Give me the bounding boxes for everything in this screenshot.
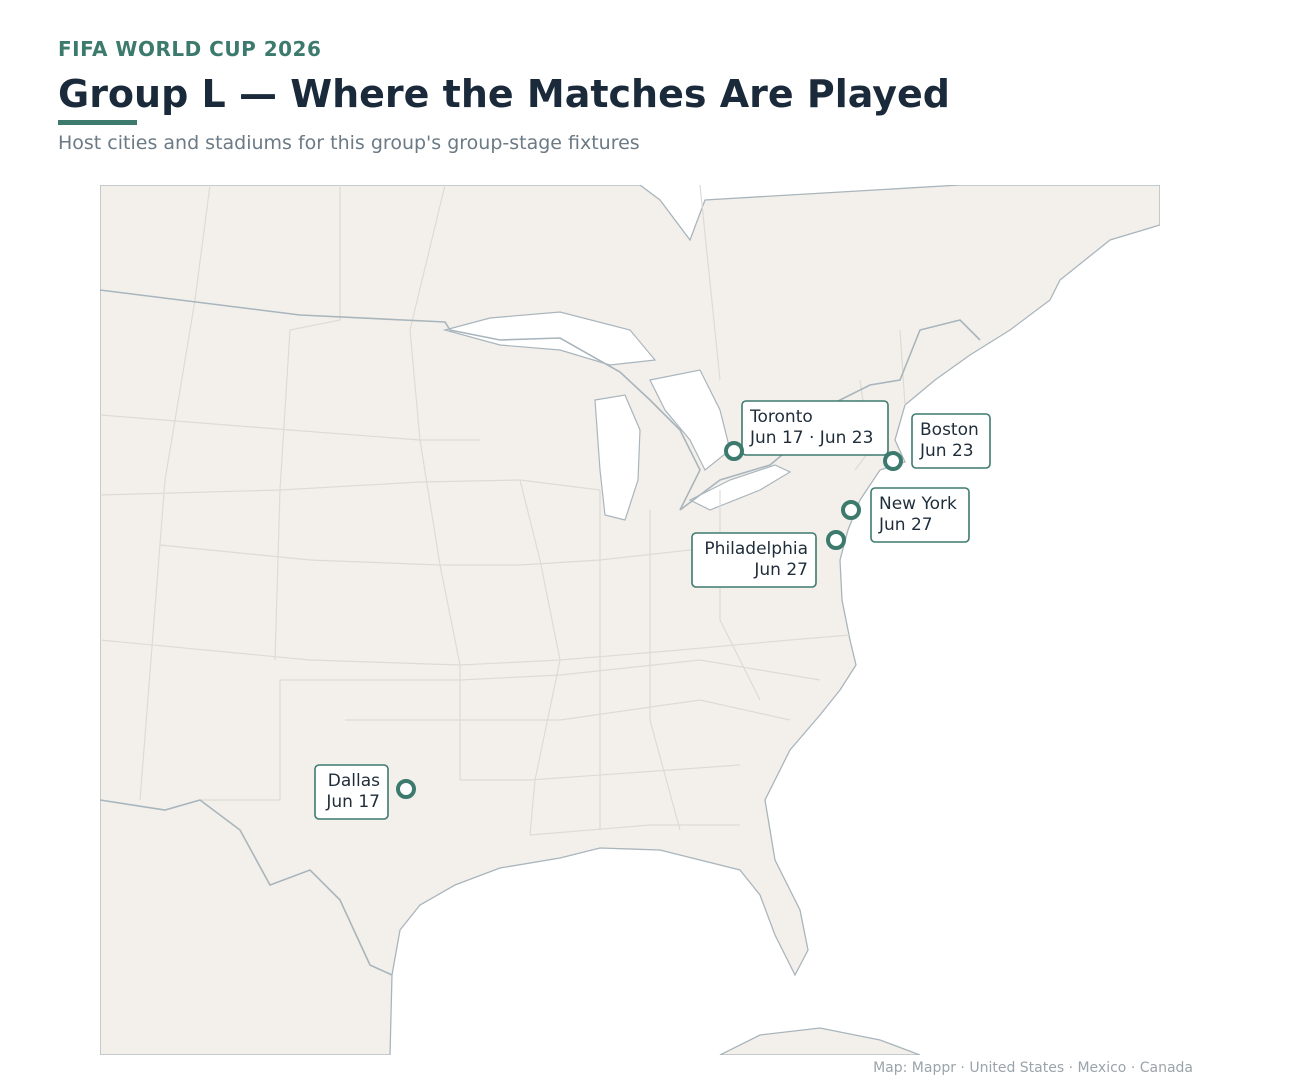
kicker: FIFA WORLD CUP 2026 [58,37,321,61]
us-mexico-border [100,799,393,976]
city-marker [396,779,416,799]
match-dates: Jun 23 [919,441,974,461]
city-name: Toronto [749,407,813,427]
city-marker [883,451,903,471]
label-box [314,764,389,820]
city-name: Philadelphia [704,539,808,559]
lake-huron [649,369,731,471]
state-lines [100,185,906,836]
match-dates: Jun 17 [325,792,380,812]
land [100,185,1160,1055]
lake-erie [688,464,792,511]
city-name: Dallas [328,771,380,791]
label-box [870,487,970,543]
city-marker [724,441,744,461]
label-box [741,400,889,456]
us-canada-border [100,289,981,511]
match-dates: Jun 17 · Jun 23 [749,428,873,448]
city-name: New York [879,494,957,514]
city-marker [841,500,861,520]
basemap [100,185,1160,1055]
title-underline [58,120,137,125]
match-dates: Jun 27 [753,560,808,580]
land-cuba [719,1027,921,1055]
lake-michigan [594,394,641,521]
city-name: Boston [920,420,979,440]
title: Group L — Where the Matches Are Played [58,72,950,116]
map-credit: Map: Mappr · United States · Mexico · Ca… [873,1060,1193,1076]
match-dates: Jun 27 [878,515,933,535]
label-box [691,532,817,588]
label-box [911,413,991,469]
city-marker [826,530,846,550]
subtitle: Host cities and stadiums for this group'… [58,132,640,154]
